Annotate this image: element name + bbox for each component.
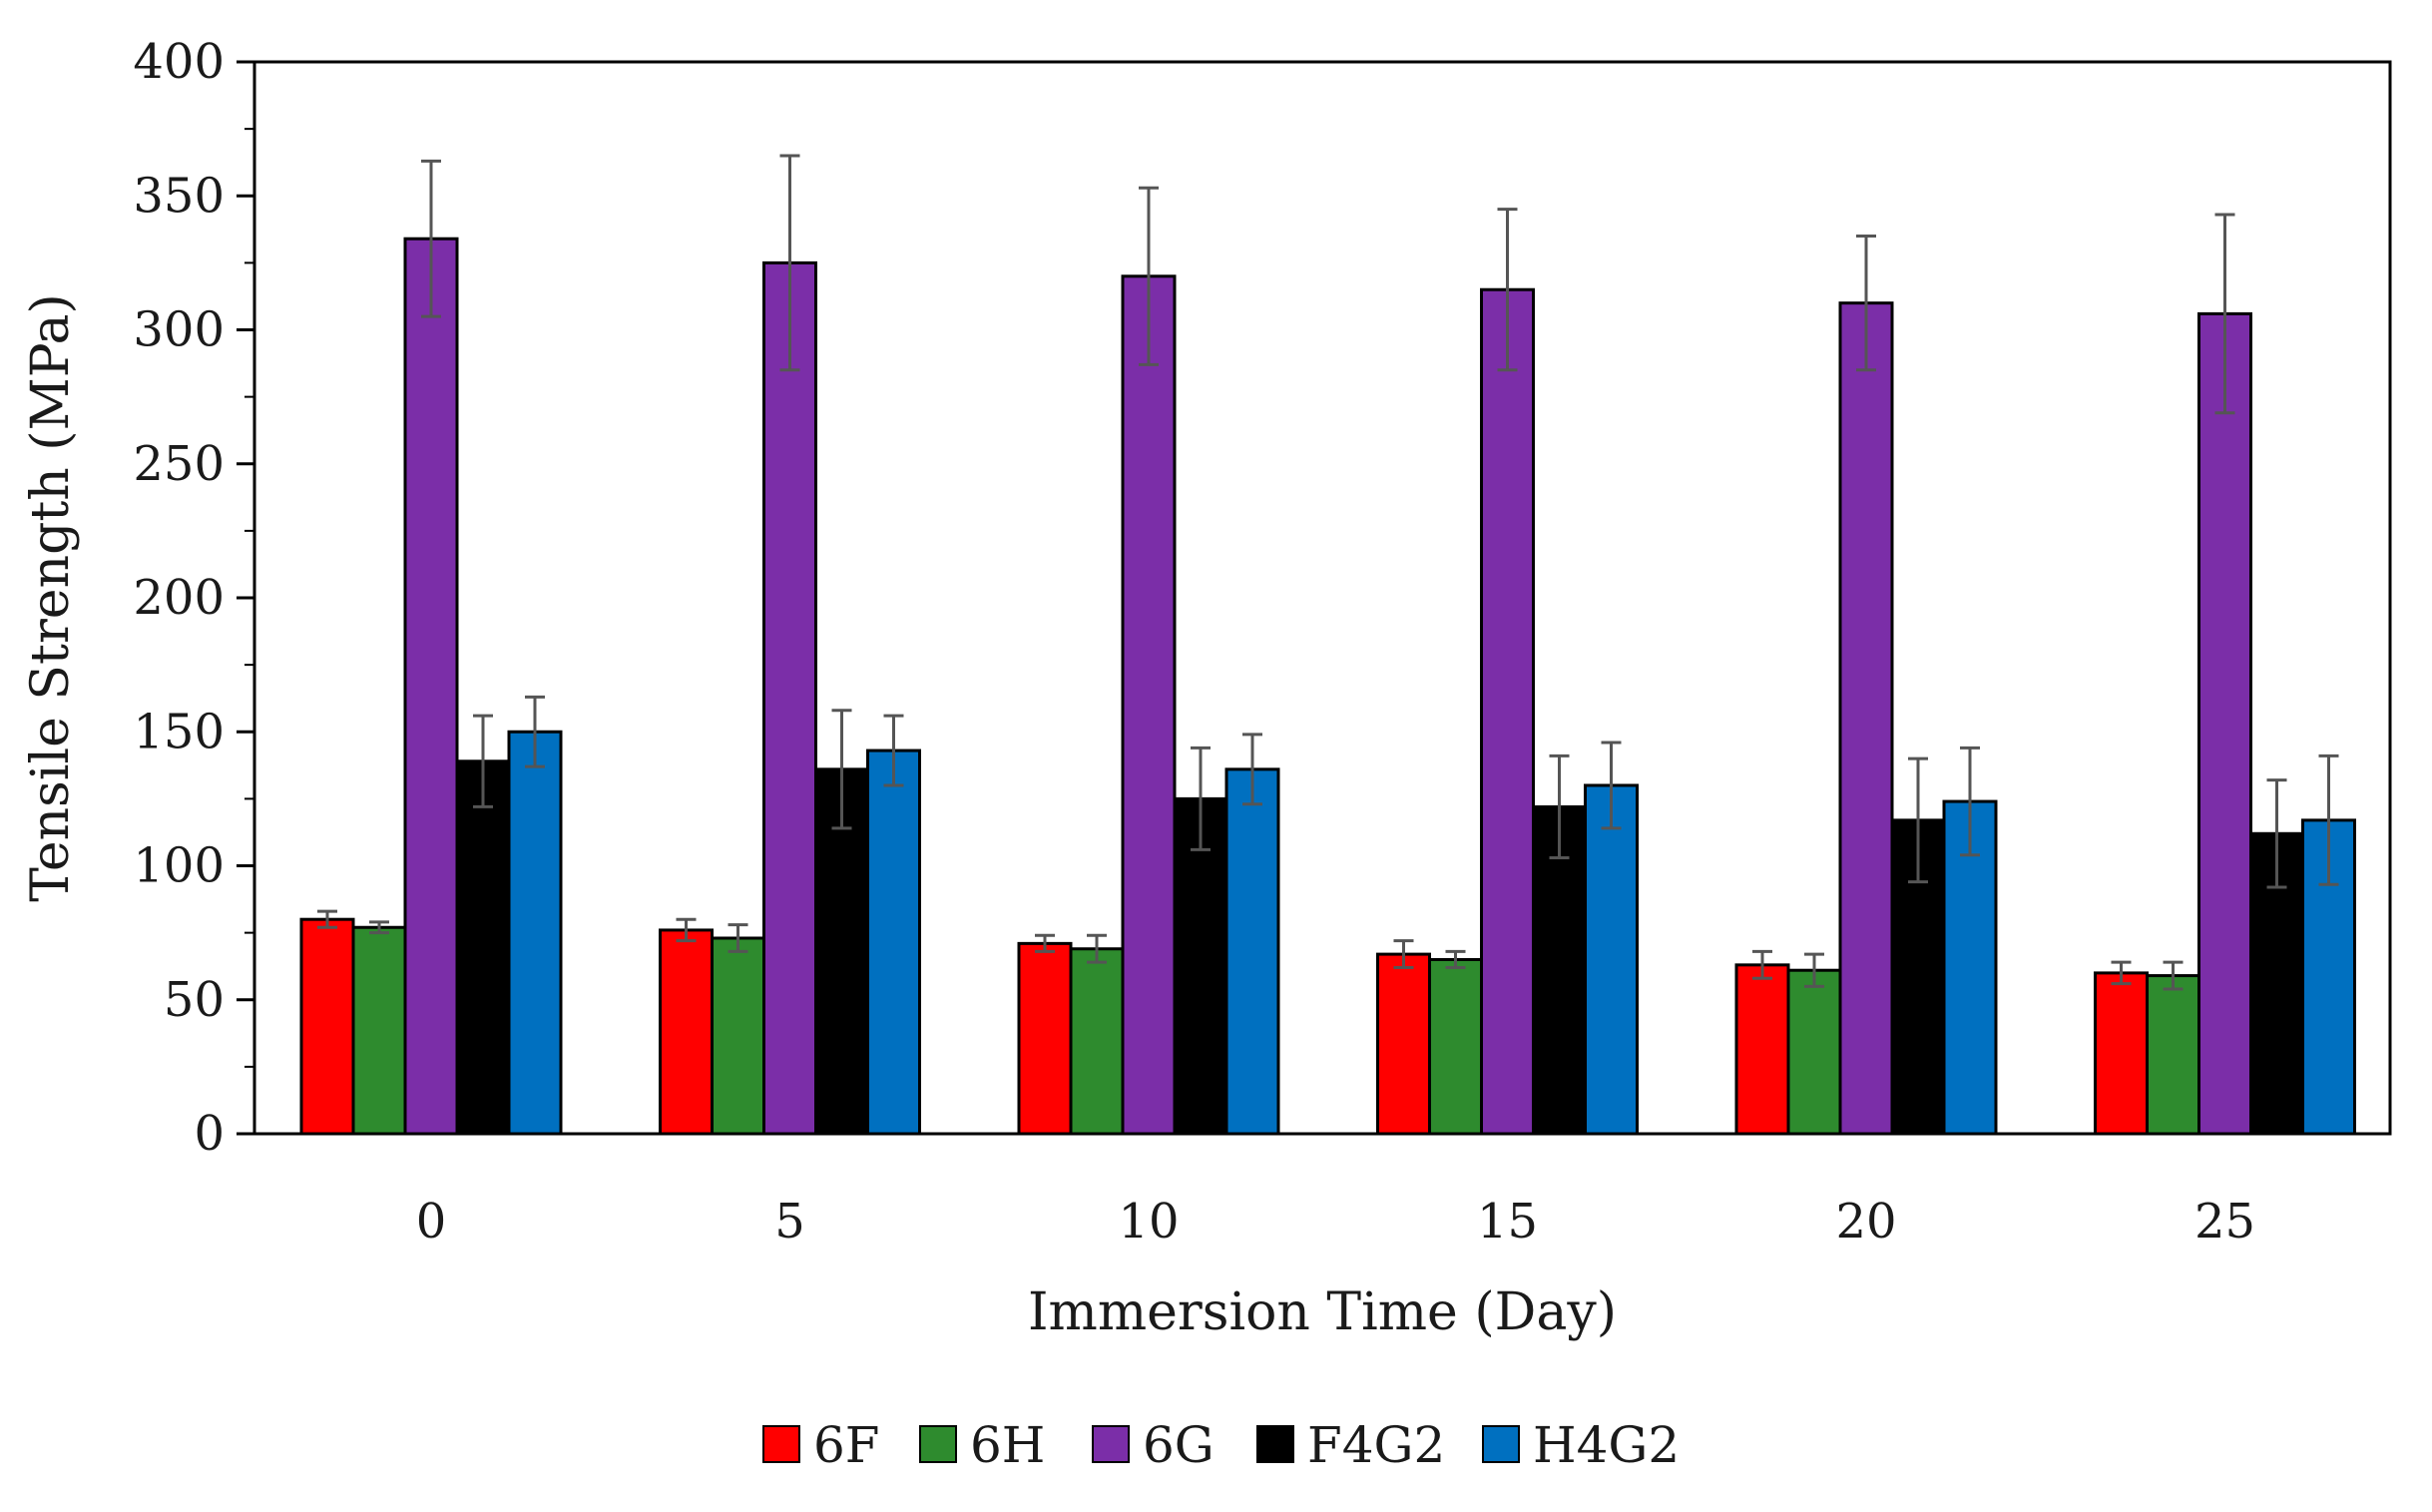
legend-label-6g: 6G (1143, 1416, 1215, 1474)
y-tick-label: 0 (194, 1106, 225, 1162)
bar-6f-0 (299, 917, 355, 1136)
legend-label-6h: 6H (970, 1416, 1045, 1474)
legend: 6F 6H 6G F4G2 H4G2 (762, 1416, 1680, 1474)
x-axis-title: Immersion Time (Day) (1028, 1282, 1617, 1342)
x-axis-tick-labels: 0 5 10 15 20 25 (416, 1194, 2255, 1250)
y-axis-title: Tensile Strength (MPa) (21, 293, 81, 901)
y-tick-label: 50 (164, 972, 225, 1028)
legend-label-6f: 6F (813, 1416, 880, 1474)
bar-6h-10 (1069, 947, 1125, 1136)
bar-6h-20 (1786, 968, 1842, 1136)
bar-6h-15 (1428, 957, 1483, 1136)
bar-h4g2-20 (1942, 799, 1998, 1136)
bar-6g-25 (2197, 311, 2252, 1136)
y-tick-label: 150 (133, 704, 225, 759)
x-tick-label: 25 (2194, 1194, 2255, 1250)
bar-6g-5 (762, 260, 817, 1136)
bar-6g-15 (1480, 287, 1535, 1136)
bar-6h-5 (711, 936, 765, 1136)
bar-6g-20 (1838, 301, 1894, 1136)
x-tick-label: 0 (416, 1194, 447, 1250)
bar-6f-25 (2094, 971, 2149, 1136)
bar-6f-10 (1017, 941, 1073, 1136)
bar-h4g2-5 (866, 749, 921, 1136)
legend-swatch-f4g2 (1256, 1425, 1294, 1463)
bar-6f-5 (659, 928, 714, 1136)
legend-label-f4g2: F4G2 (1307, 1416, 1445, 1474)
bar-f4g2-0 (455, 759, 511, 1136)
y-tick-label: 350 (133, 168, 225, 224)
legend-swatch-6h (919, 1425, 957, 1463)
legend-label-h4g2: H4G2 (1533, 1416, 1680, 1474)
bar-6f-15 (1376, 952, 1431, 1136)
bar-6f-20 (1734, 963, 1790, 1136)
y-tick-label: 100 (133, 838, 225, 894)
x-tick-label: 5 (774, 1194, 805, 1250)
legend-swatch-6f (762, 1425, 800, 1463)
legend-swatch-6g (1092, 1425, 1130, 1463)
bar-h4g2-10 (1224, 767, 1280, 1136)
y-tick-label: 250 (133, 436, 225, 492)
y-tick-label: 300 (133, 302, 225, 358)
bar-6g-10 (1121, 274, 1177, 1136)
y-tick-label: 400 (133, 34, 225, 90)
y-axis-ticks: 0 50 100 150 200 250 300 350 400 (133, 34, 254, 1162)
y-tick-label: 200 (133, 570, 225, 626)
x-tick-label: 20 (1835, 1194, 1896, 1250)
bar-6h-0 (351, 925, 407, 1136)
bar-6h-25 (2146, 974, 2200, 1136)
x-tick-label: 10 (1118, 1194, 1179, 1250)
legend-swatch-h4g2 (1482, 1425, 1520, 1463)
bar-h4g2-0 (507, 730, 563, 1136)
x-tick-label: 15 (1477, 1194, 1538, 1250)
bar-h4g2-15 (1584, 783, 1639, 1136)
error-bars (317, 154, 2339, 991)
plot-frame (252, 60, 2392, 1136)
bars (299, 237, 2356, 1136)
bar-6g-0 (403, 237, 459, 1136)
